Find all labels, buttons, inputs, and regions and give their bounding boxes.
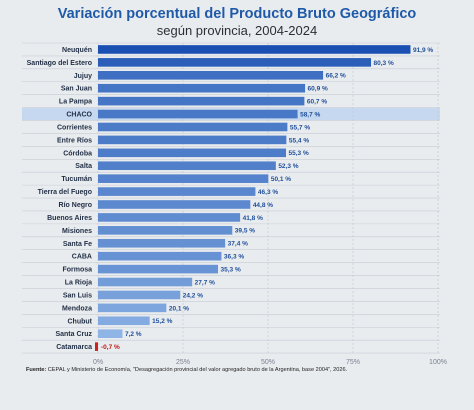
bar (98, 213, 241, 222)
category-label: Río Negro (59, 202, 92, 209)
chart-title: Variación porcentual del Producto Bruto … (57, 6, 417, 22)
bar (98, 277, 193, 287)
source-text: CEPAL y Ministerio de Economía, "Desagre… (47, 367, 348, 373)
category-label: CABA (72, 254, 92, 261)
value-label: 44,8 % (253, 202, 273, 209)
category-label: Corrientes (57, 124, 92, 131)
value-label: 15,2 % (152, 318, 172, 325)
category-label: Formosa (62, 267, 92, 274)
bar (98, 290, 181, 300)
category-label: CHACO (66, 112, 92, 119)
source-label: Fuente: (26, 367, 47, 373)
category-label: Tierra del Fuego (38, 189, 92, 196)
category-label: Chubut (68, 318, 93, 325)
bar (95, 342, 98, 351)
category-label: Neuquén (62, 47, 92, 54)
category-label: Catamarca (56, 344, 92, 351)
bar (98, 200, 251, 209)
bar (98, 58, 372, 67)
category-label: Buenos Aires (47, 215, 92, 222)
value-label: 7,2 % (125, 331, 142, 338)
bar (98, 161, 276, 171)
x-tick-label: 50% (261, 359, 275, 366)
category-label: Misiones (62, 228, 92, 235)
bar (98, 135, 287, 145)
bar (98, 109, 298, 119)
category-label: San Juan (61, 86, 92, 93)
value-label: 55,7 % (290, 124, 310, 131)
category-label: Santa Cruz (55, 331, 92, 338)
category-label: Jujuy (74, 73, 92, 80)
category-label: Córdoba (63, 150, 92, 157)
value-label: 46,3 % (258, 189, 278, 196)
value-label: 80,3 % (374, 60, 394, 67)
bar (98, 71, 324, 80)
category-label: La Rioja (65, 280, 92, 287)
value-label: 36,3 % (224, 254, 244, 261)
category-label: Entre Ríos (57, 137, 92, 144)
value-label: 58,7 % (300, 111, 320, 118)
value-label: 55,3 % (289, 150, 309, 157)
bar (98, 251, 222, 261)
value-label: 39,5 % (235, 228, 255, 235)
bar (98, 226, 233, 235)
bar (98, 264, 219, 274)
value-label: 24,2 % (183, 292, 203, 299)
category-label: Santiago del Estero (27, 60, 92, 67)
value-label: 27,7 % (195, 279, 215, 286)
value-label: 35,3 % (221, 267, 241, 274)
bar (98, 238, 226, 248)
value-label: 60,7 % (307, 99, 327, 106)
bar (98, 174, 269, 183)
bar (98, 329, 123, 338)
category-label: La Pampa (59, 99, 92, 106)
bar (98, 148, 287, 158)
bar (98, 45, 411, 54)
source-note: Fuente: CEPAL y Ministerio de Economía, … (26, 366, 456, 374)
x-tick-label: 25% (176, 359, 190, 366)
bar-chart: 0% 25% 50% 75% 100% Neuquén 91,9 % Santiago del… (22, 42, 447, 366)
bar (98, 303, 167, 313)
value-label: 66,2 % (326, 73, 346, 80)
value-label: 41,8 % (243, 215, 263, 222)
value-label: -0,7 % (101, 344, 120, 351)
bar (98, 187, 256, 196)
chart-subtitle: según provincia, 2004-2024 (156, 23, 318, 38)
x-tick-label: 0% (93, 359, 103, 366)
category-label: Salta (75, 163, 92, 170)
value-label: 52,3 % (278, 163, 298, 170)
value-label: 37,4 % (228, 241, 248, 248)
category-label: Tucumán (61, 176, 92, 183)
value-label: 55,4 % (289, 137, 309, 144)
x-tick-label: 100% (429, 359, 447, 366)
bar (98, 96, 305, 106)
x-tick-label: 75% (346, 359, 360, 366)
bar (98, 316, 150, 326)
category-label: Santa Fe (63, 241, 92, 248)
category-label: San Luis (63, 292, 92, 299)
category-label: Mendoza (62, 305, 92, 312)
value-label: 91,9 % (413, 47, 433, 54)
value-label: 50,1 % (271, 176, 291, 183)
value-label: 60,9 % (308, 86, 328, 93)
value-label: 20,1 % (169, 305, 189, 312)
bar (98, 122, 288, 132)
bar (98, 83, 306, 93)
